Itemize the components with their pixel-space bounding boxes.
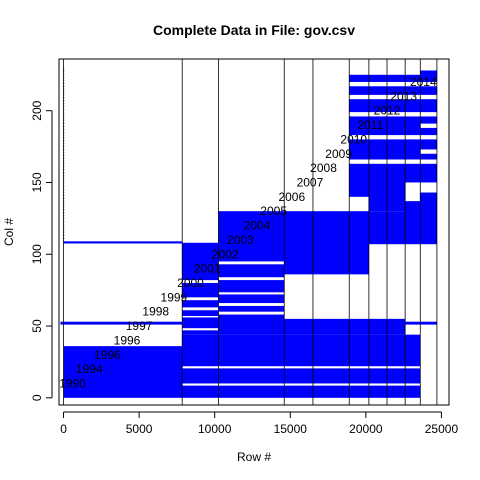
missing-gap-7: [218, 311, 285, 315]
missing-gap-5: [182, 297, 219, 301]
y-axis: 0 50 100 150 200: [30, 100, 53, 401]
data-block-9: [420, 192, 437, 245]
x-axis: 0 5000 10000 15000 20000 25000: [60, 411, 459, 436]
year-annotation-6: 1999: [161, 290, 188, 304]
missing-gap-14: [349, 112, 437, 117]
x-tick-label-2: 10000: [198, 422, 232, 436]
missing-gap-17: [420, 149, 437, 154]
data-block-6: [284, 211, 369, 275]
x-axis-label: Row #: [237, 450, 271, 464]
year-annotation-14: 2007: [297, 175, 324, 189]
missing-gap-2: [182, 328, 219, 331]
y-axis-label: Col #: [2, 218, 16, 246]
missing-gap-9: [218, 292, 285, 295]
x-tick-label-4: 20000: [349, 422, 383, 436]
data-block-8: [405, 201, 421, 245]
year-annotation-2: 1996: [94, 348, 121, 362]
y-tick-label-1: 50: [30, 319, 44, 333]
data-block-12: [387, 74, 406, 212]
plot-border: [58, 58, 450, 406]
year-annotation-1: 1994: [76, 362, 103, 376]
missing-gap-0: [182, 383, 421, 386]
x-tick-label-5: 25000: [425, 422, 459, 436]
data-block-10: [368, 74, 388, 212]
year-annotation-5: 1998: [142, 305, 169, 319]
data-block-16: [63, 241, 183, 244]
data-block-4: [284, 318, 369, 335]
plot-area: 1990199419961996199719981999200020012002…: [58, 58, 450, 406]
y-tick-label-0: 0: [30, 394, 44, 401]
missing-gap-11: [218, 261, 285, 265]
data-block-2: [182, 242, 219, 335]
data-block-13: [405, 74, 421, 183]
missing-gap-15: [349, 94, 437, 100]
year-annotation-11: 2004: [244, 219, 271, 233]
data-block-0: [63, 346, 183, 398]
year-annotation-12: 2005: [260, 204, 287, 218]
year-annotation-21: 2014: [410, 75, 437, 89]
year-annotation-8: 2001: [194, 262, 221, 276]
data-block-15: [60, 321, 437, 325]
missing-gap-18: [420, 123, 437, 128]
missing-gap-3: [182, 315, 219, 318]
missing-gap-4: [182, 307, 219, 311]
year-annotation-13: 2006: [278, 190, 305, 204]
year-annotation-4: 1997: [126, 319, 153, 333]
year-annotation-9: 2002: [212, 247, 239, 261]
missing-gap-8: [218, 303, 285, 306]
year-annotation-15: 2008: [310, 161, 337, 175]
y-tick-label-2: 100: [30, 244, 44, 264]
year-annotation-7: 2000: [177, 276, 204, 290]
missing-gap-12: [349, 159, 437, 164]
chart-title: Complete Data in File: gov.csv: [153, 22, 355, 38]
x-tick-label-0: 0: [60, 422, 67, 436]
year-annotation-20: 2013: [390, 89, 417, 103]
y-tick-label-4: 200: [30, 100, 44, 120]
year-annotation-0: 1990: [59, 376, 86, 390]
x-tick-label-1: 5000: [126, 422, 153, 436]
year-annotation-17: 2010: [340, 132, 367, 146]
missing-gap-10: [218, 277, 285, 281]
year-annotation-16: 2009: [325, 147, 352, 161]
year-annotation-10: 2003: [227, 233, 254, 247]
missing-gap-13: [349, 135, 437, 140]
missing-gap-16: [349, 81, 437, 87]
y-tick-label-3: 150: [30, 172, 44, 192]
x-tick-label-3: 15000: [274, 422, 308, 436]
missing-gap-6: [182, 280, 219, 283]
year-annotation-18: 2011: [357, 118, 383, 132]
missing-gap-1: [182, 366, 421, 369]
year-annotation-3: 1996: [114, 333, 141, 347]
year-annotation-19: 2012: [374, 104, 401, 118]
